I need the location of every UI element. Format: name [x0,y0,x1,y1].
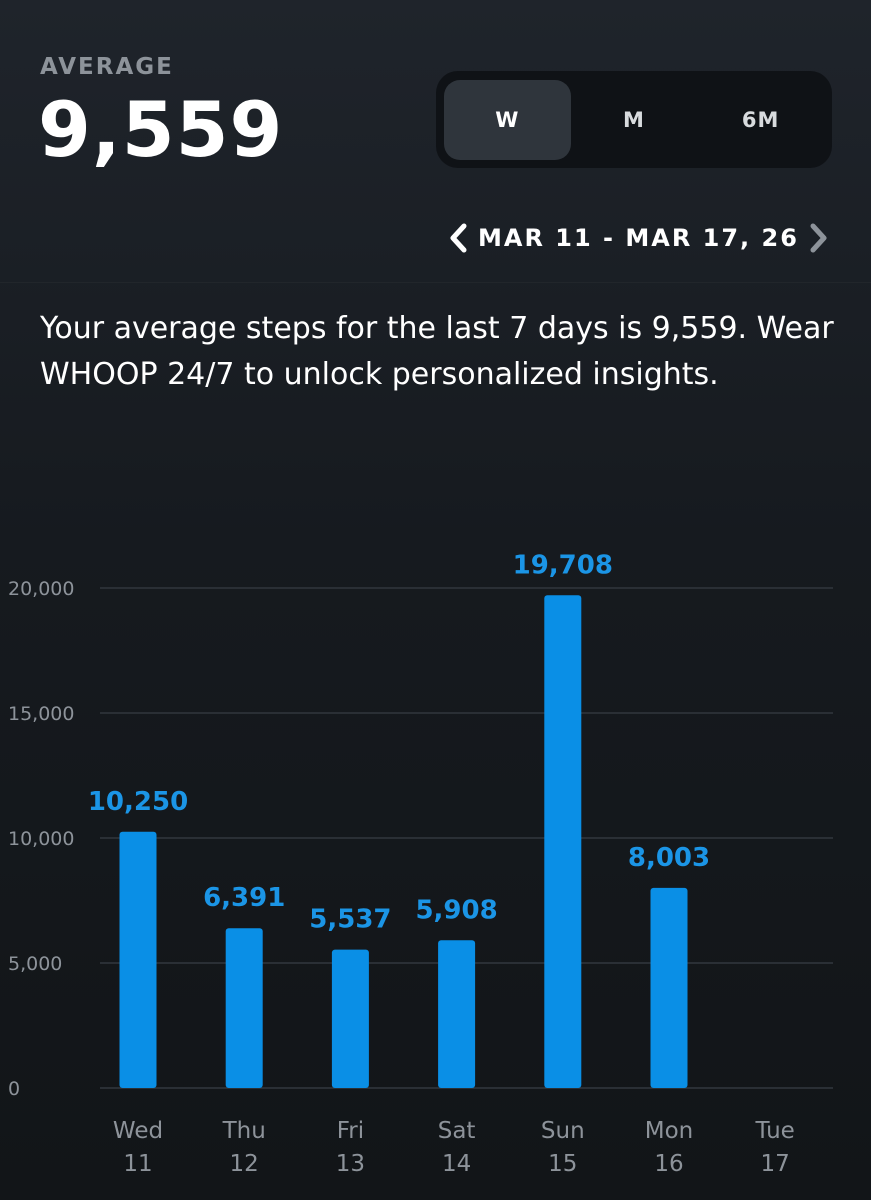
x-tick-day-label: Mon [645,1118,694,1144]
bar-value-label: 8,003 [628,843,710,873]
range-option-6-months[interactable]: 6M [741,107,780,132]
y-tick-label: 10,000 [8,828,74,850]
y-tick-label: 20,000 [8,578,74,600]
bar [650,887,688,1088]
average-label: AVERAGE [40,54,174,80]
bar [225,928,263,1088]
x-tick-date-label: 16 [654,1151,683,1177]
range-selector: W M 6M [436,71,832,168]
x-tick-day-label: Sat [438,1118,476,1144]
x-tick-day-label: Sun [541,1118,585,1144]
x-tick-day-label: Wed [113,1118,163,1144]
bar [119,831,157,1088]
bar-value-label: 10,250 [88,787,188,817]
bar [331,949,369,1088]
date-range-label: MAR 11 - MAR 17, 26 [478,224,799,252]
x-tick-date-label: 15 [548,1151,577,1177]
x-tick-date-label: 14 [442,1151,471,1177]
chevron-left-icon[interactable] [444,218,472,258]
bar [438,940,476,1088]
x-tick-date-label: 13 [336,1151,365,1177]
range-option-week[interactable]: W [444,79,571,160]
bar-value-label: 6,391 [203,883,285,913]
bar-value-label: 19,708 [513,550,613,580]
y-tick-label: 15,000 [8,703,74,725]
divider [0,282,871,283]
bar-value-label: 5,908 [415,895,497,925]
x-tick-day-label: Tue [755,1118,795,1144]
insight-text: Your average steps for the last 7 days i… [40,311,834,392]
bar-value-label: 5,537 [309,905,391,935]
range-option-month[interactable]: M [623,107,645,132]
y-tick-label: 5,000 [8,953,62,975]
chevron-right-icon[interactable] [805,218,833,258]
x-tick-date-label: 17 [761,1151,790,1177]
steps-bar-chart: 0 5,000 10,000 15,000 20,000 10,250 Wed 11 6,391… [8,550,833,1177]
x-tick-day-label: Fri [337,1118,364,1144]
bar [544,595,582,1088]
average-value: 9,559 [38,85,284,174]
x-tick-day-label: Thu [222,1118,266,1144]
x-tick-date-label: 12 [230,1151,259,1177]
y-tick-label: 0 [8,1078,20,1100]
date-navigator: MAR 11 - MAR 17, 26 [444,218,833,258]
x-tick-date-label: 11 [123,1151,152,1177]
